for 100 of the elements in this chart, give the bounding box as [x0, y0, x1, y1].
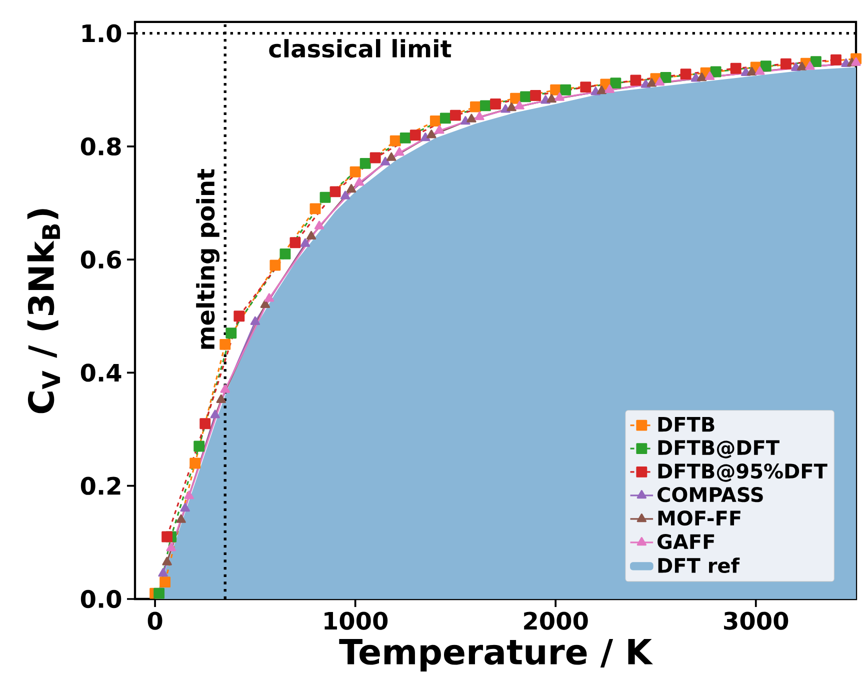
point: [158, 568, 168, 577]
point: [386, 152, 396, 161]
point: [226, 328, 237, 339]
point: [514, 100, 524, 110]
point: [710, 66, 722, 78]
point: [747, 66, 757, 76]
legend-label: GAFF: [658, 534, 714, 550]
point: [654, 77, 665, 86]
point: [216, 394, 226, 404]
point: [434, 125, 444, 134]
y-tick-label: 0.4: [80, 364, 122, 382]
point: [460, 116, 470, 125]
point: [260, 299, 270, 308]
point: [730, 62, 742, 74]
point: [554, 92, 564, 101]
y-axis-title: C$_{V}$ / (3Nk$_{B}$): [27, 209, 60, 414]
point: [166, 542, 176, 552]
point: [220, 384, 230, 393]
point: [420, 132, 430, 142]
point: [851, 57, 861, 66]
point: [780, 58, 792, 70]
point: [194, 440, 205, 452]
point: [154, 588, 164, 599]
point: [290, 237, 301, 248]
point: [810, 56, 822, 68]
y-tick-label: 0.0: [80, 590, 122, 608]
point: [755, 66, 765, 75]
point: [430, 116, 441, 126]
point: [380, 156, 390, 166]
point: [346, 184, 356, 193]
point: [360, 158, 371, 169]
point: [162, 556, 172, 566]
point: [370, 152, 381, 164]
ref-line-label: melting point: [196, 168, 220, 349]
x-tick-label: 0: [148, 612, 162, 630]
point: [696, 72, 707, 82]
point: [474, 112, 484, 120]
point: [704, 71, 715, 80]
point: [805, 61, 815, 70]
ref-line-label: classical limit: [269, 39, 452, 58]
point: [596, 86, 606, 94]
point: [280, 248, 291, 260]
point: [306, 230, 316, 240]
x-axis-title: Temperature / K: [339, 639, 654, 672]
legend-label: COMPASS: [658, 487, 763, 502]
point: [160, 576, 171, 588]
y-tick-label: 0.8: [80, 137, 121, 156]
point: [250, 316, 260, 325]
legend-label: DFTB@95%DFT: [658, 464, 828, 482]
point: [162, 531, 173, 542]
point: [440, 112, 451, 124]
point: [390, 135, 401, 146]
point: [680, 68, 692, 80]
point: [530, 90, 542, 101]
point: [480, 100, 491, 112]
point: [490, 98, 501, 110]
point: [354, 177, 364, 186]
point: [630, 74, 642, 86]
point: [580, 82, 592, 93]
point: [470, 101, 481, 112]
point: [190, 458, 201, 469]
point: [797, 62, 807, 70]
legend-label: DFTB@DFT: [658, 440, 780, 458]
point: [506, 102, 516, 112]
point: [300, 238, 310, 247]
point: [760, 60, 772, 72]
point: [450, 110, 461, 121]
y-tick-label: 0.6: [80, 250, 122, 269]
point: [466, 114, 476, 122]
point: [314, 220, 324, 230]
point: [410, 130, 421, 141]
point: [210, 410, 220, 418]
point: [546, 94, 556, 103]
point: [184, 490, 194, 500]
y-tick-label: 1.0: [82, 24, 122, 42]
point: [234, 310, 245, 322]
x-tick-label: 2000: [524, 612, 588, 630]
point: [320, 192, 331, 203]
point: [560, 84, 572, 96]
point: [340, 190, 350, 200]
point: [400, 132, 411, 144]
point: [660, 72, 672, 83]
point: [350, 166, 361, 178]
point: [200, 418, 211, 430]
point: [646, 78, 657, 87]
point: [270, 260, 281, 271]
legend-label: DFTB: [658, 417, 714, 432]
x-tick-label: 1000: [324, 612, 388, 630]
point: [176, 514, 186, 523]
x-tick-label: 3000: [724, 612, 788, 630]
point: [426, 130, 436, 138]
point: [330, 186, 341, 198]
point: [604, 84, 615, 94]
point: [830, 54, 842, 66]
point: [610, 78, 622, 89]
legend-label: MOF-FF: [658, 510, 740, 526]
y-tick-label: 0.2: [80, 476, 120, 495]
point: [500, 104, 510, 113]
legend-label: DFT ref: [658, 558, 740, 574]
point: [394, 147, 404, 156]
